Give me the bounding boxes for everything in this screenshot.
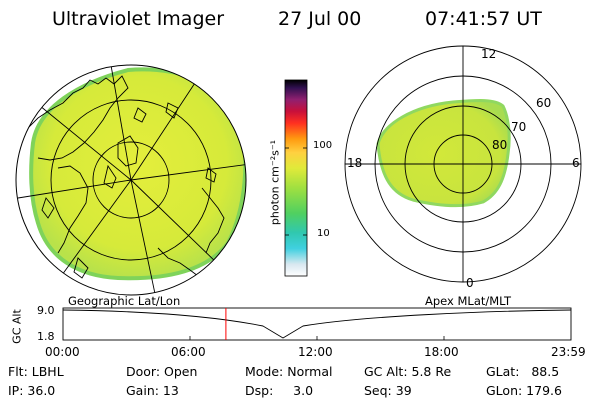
timeline-plot[interactable]: [62, 307, 572, 341]
lat-grid: [50, 99, 212, 261]
polar-aurora-region: [376, 99, 511, 208]
geographic-label: Geographic Lat/Lon: [68, 294, 181, 308]
status-mode: Mode: Normal: [245, 364, 333, 379]
status-gain: Gain: 13: [126, 383, 179, 398]
mlt-label-12: 12: [481, 47, 497, 61]
status-ip: IP: 36.0: [8, 383, 56, 398]
status-glat: GLat: 88.5: [486, 364, 560, 379]
colorbar-unit-label: photon cm⁻²s⁻¹: [268, 139, 282, 226]
mlat-label-80: 80: [492, 138, 508, 152]
timeline-ylabel: GC Alt: [10, 309, 24, 344]
mlt-label-0: 0: [466, 276, 474, 290]
mlt-label-18: 18: [347, 156, 363, 170]
colorbar-tick-10: 10: [317, 228, 330, 239]
colorbar-tick-100: 100: [313, 140, 333, 151]
apex-label: Apex MLat/MLT: [425, 294, 512, 308]
coastlines: [22, 75, 225, 279]
timeline-ytick-bottom: 1.8: [37, 330, 55, 343]
colorbar: [284, 79, 308, 277]
status-door: Door: Open: [126, 364, 198, 379]
xtick-2359: 23:59: [551, 345, 586, 359]
status-seq: Seq: 39: [364, 383, 412, 398]
status-glon: GLon: 179.6: [486, 383, 562, 398]
xtick-1200: 12:00: [298, 345, 333, 359]
xtick-0000: 00:00: [45, 345, 80, 359]
xtick-1800: 18:00: [424, 345, 459, 359]
geographic-image: [15, 64, 247, 296]
xtick-0600: 06:00: [171, 345, 206, 359]
mlat-label-60: 60: [536, 96, 552, 110]
status-flt: Flt: LBHL: [8, 364, 64, 379]
mlat-label-70: 70: [511, 120, 527, 134]
timeline-ticks: [189, 336, 445, 340]
timeline-ytick-top: 9.0: [37, 304, 55, 317]
altitude-curve: [62, 309, 572, 339]
time-label: 07:41:57 UT: [425, 8, 542, 30]
mlt-label-6: 6: [572, 156, 580, 170]
polar-plot: [344, 45, 582, 283]
mlt-lines: [345, 46, 581, 282]
instrument-title: Ultraviolet Imager: [52, 8, 225, 30]
status-dsp: Dsp: 3.0: [245, 383, 314, 398]
status-gcalt: GC Alt: 5.8 Re: [364, 364, 452, 379]
date-label: 27 Jul 00: [278, 8, 362, 30]
